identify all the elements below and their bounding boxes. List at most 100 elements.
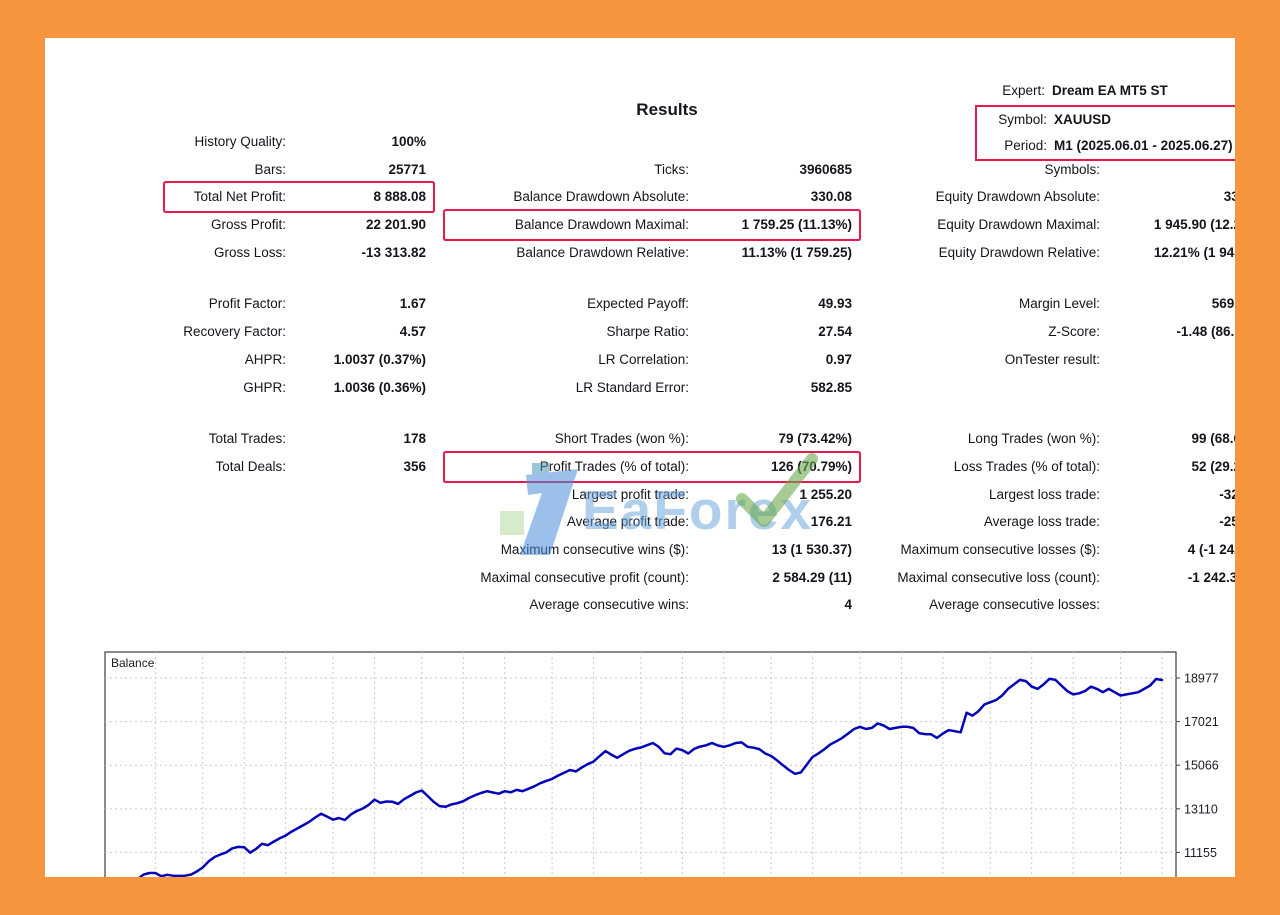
stat-row: Ticks: 3960685 bbox=[445, 156, 859, 184]
stat-label: Maximum consecutive losses ($): bbox=[900, 541, 1100, 557]
stat-value: 176.21 bbox=[810, 514, 852, 530]
stat-value: 2 584.29 (11) bbox=[772, 569, 852, 585]
stat-value: 0.97 bbox=[825, 351, 852, 367]
stat-label: Margin Level: bbox=[1018, 296, 1100, 312]
stat-row: Equity Drawdown Relative: 12.21% (1 945.9… bbox=[875, 239, 1235, 267]
stat-label: AHPR: bbox=[244, 351, 286, 367]
stat-row: Maximum consecutive wins ($): 13 (1 530.3… bbox=[445, 536, 859, 564]
stat-row bbox=[875, 128, 1235, 156]
stat-row: Expected Payoff: 49.93 bbox=[445, 290, 859, 318]
stat-value: 1.67 bbox=[399, 296, 426, 312]
stat-row: LR Standard Error: 582.85 bbox=[445, 374, 859, 402]
stat-value: 3960685 bbox=[799, 161, 852, 177]
stat-label: Total Trades: bbox=[208, 431, 286, 447]
stat-row: Gross Loss: -13 313.82 bbox=[165, 239, 433, 267]
stat-row bbox=[445, 128, 859, 156]
stat-value: 79 (73.42%) bbox=[778, 431, 852, 447]
stat-value: 52 (29.21%) bbox=[1191, 458, 1235, 474]
balance-chart: 0816233038455360677582909710411211912713… bbox=[101, 648, 1235, 877]
stat-value: 22 201.90 bbox=[365, 217, 426, 233]
stat-row: Total Trades: 178 bbox=[165, 425, 433, 453]
stat-row: Maximal consecutive loss (count): -1 242.… bbox=[875, 564, 1235, 592]
stat-label: Symbols: bbox=[1044, 161, 1100, 177]
stat-row: AHPR: 1.0037 (0.37%) bbox=[165, 346, 433, 374]
stat-row: LR Correlation: 0.97 bbox=[445, 346, 859, 374]
stat-label: Balance Drawdown Maximal: bbox=[514, 217, 689, 233]
stat-row: OnTester result:0 bbox=[875, 346, 1235, 374]
stat-value: -13 313.82 bbox=[361, 244, 426, 260]
chart-canvas: 0816233038455360677582909710411211912713… bbox=[104, 651, 1219, 877]
report-title: Results bbox=[636, 100, 698, 119]
stats-column-left: History Quality: 100% Bars: 25771 Total Net … bbox=[165, 128, 433, 481]
stat-label: Gross Loss: bbox=[213, 244, 286, 260]
symbol-label: Symbol: bbox=[998, 112, 1047, 127]
stat-value: 1.0036 (0.36%) bbox=[333, 379, 426, 395]
stat-label: Short Trades (won %): bbox=[554, 431, 689, 447]
stat-value: 25771 bbox=[388, 161, 426, 177]
stat-label: Largest loss trade: bbox=[988, 486, 1100, 502]
stat-label: Average consecutive wins: bbox=[529, 597, 689, 613]
stat-row: Short Trades (won %): 79 (73.42%) bbox=[445, 425, 859, 453]
stat-row: Sharpe Ratio: 27.54 bbox=[445, 318, 859, 346]
stat-label: Balance Drawdown Absolute: bbox=[513, 189, 689, 205]
y-tick-label: 11155 bbox=[1184, 846, 1217, 860]
stat-row: Z-Score: -1.48 (86.11%) bbox=[875, 318, 1235, 346]
stat-label: Profit Factor: bbox=[208, 296, 286, 312]
stat-row: History Quality: 100% bbox=[165, 128, 433, 156]
stat-label: Maximum consecutive wins ($): bbox=[500, 541, 689, 557]
stat-row-highlighted: Total Net Profit: 8 888.08 bbox=[165, 183, 433, 211]
stat-value: 0 bbox=[1100, 346, 1235, 374]
balance-line-series bbox=[107, 677, 1164, 877]
stat-row: Maximal consecutive profit (count): 2 584… bbox=[445, 564, 859, 592]
expert-value: Dream EA MT5 ST bbox=[1052, 83, 1168, 98]
stat-label: Z-Score: bbox=[1048, 324, 1100, 340]
stat-value: 100% bbox=[391, 134, 426, 149]
stat-label: Loss Trades (% of total): bbox=[953, 458, 1100, 474]
stats-column-right: Symbols:1Equity Drawdown Absolute:336.80… bbox=[875, 128, 1235, 619]
stat-row: Largest loss trade: -325.47 bbox=[875, 481, 1235, 509]
stat-row: GHPR: 1.0036 (0.36%) bbox=[165, 374, 433, 402]
stat-row: Equity Drawdown Maximal: 1 945.90 (12.21%… bbox=[875, 211, 1235, 239]
stat-value: -325.47 bbox=[1219, 486, 1235, 502]
period-row: Period: M1 (2025.06.01 - 2025.06.27) bbox=[977, 133, 1235, 159]
stat-row: Profit Factor: 1.67 bbox=[165, 290, 433, 318]
report-header-info: Expert: Dream EA MT5 ST Symbol: XAUUSD P… bbox=[975, 78, 1235, 161]
stat-label: History Quality: bbox=[194, 134, 286, 149]
stat-value: 178 bbox=[403, 431, 426, 447]
stat-label: Maximal consecutive profit (count): bbox=[480, 569, 689, 585]
stat-row: Average loss trade: -256.03 bbox=[875, 508, 1235, 536]
period-value: M1 (2025.06.01 - 2025.06.27) bbox=[1054, 138, 1233, 153]
stat-value: 27.54 bbox=[818, 324, 852, 340]
stat-value: 4 bbox=[844, 597, 852, 613]
stat-row-highlighted: Balance Drawdown Maximal: 1 759.25 (11.13… bbox=[445, 211, 859, 239]
stat-label: Total Deals: bbox=[215, 458, 286, 474]
row-spacer bbox=[445, 266, 859, 290]
stat-label: OnTester result: bbox=[1004, 351, 1100, 367]
stat-label: Total Net Profit: bbox=[193, 189, 286, 205]
stat-row bbox=[875, 398, 1235, 426]
stat-label: Sharpe Ratio: bbox=[606, 324, 689, 340]
stat-row: Largest profit trade: 1 255.20 bbox=[445, 481, 859, 509]
stat-row: Average consecutive losses:2 bbox=[875, 591, 1235, 619]
period-label: Period: bbox=[1004, 138, 1047, 153]
stat-value: 8 888.08 bbox=[373, 189, 426, 205]
stat-label: Balance Drawdown Relative: bbox=[516, 244, 689, 260]
stat-value: -1.48 (86.11%) bbox=[1176, 324, 1235, 340]
stat-label: Equity Drawdown Relative: bbox=[938, 244, 1100, 260]
stat-label: Expected Payoff: bbox=[587, 296, 689, 312]
symbol-row: Symbol: XAUUSD bbox=[977, 107, 1235, 133]
stat-value: 126 (70.79%) bbox=[770, 458, 852, 474]
stat-label: Ticks: bbox=[654, 161, 689, 177]
report-panel: Results Expert: Dream EA MT5 ST Symbol: … bbox=[45, 38, 1235, 877]
stat-row: Loss Trades (% of total): 52 (29.21%) bbox=[875, 453, 1235, 481]
stat-row: Symbols:1 bbox=[875, 156, 1235, 184]
stat-value: 2 bbox=[1100, 591, 1235, 619]
stat-row: Recovery Factor: 4.57 bbox=[165, 318, 433, 346]
stat-value: 1 bbox=[1100, 156, 1235, 184]
stat-value: 1 945.90 (12.21%) bbox=[1153, 217, 1235, 233]
stat-value: 1.0037 (0.37%) bbox=[333, 351, 426, 367]
stat-row-highlighted: Profit Trades (% of total): 126 (70.79%) bbox=[445, 453, 859, 481]
y-tick-label: 17021 bbox=[1184, 715, 1219, 729]
stat-row: Equity Drawdown Absolute: 336.80 bbox=[875, 183, 1235, 211]
